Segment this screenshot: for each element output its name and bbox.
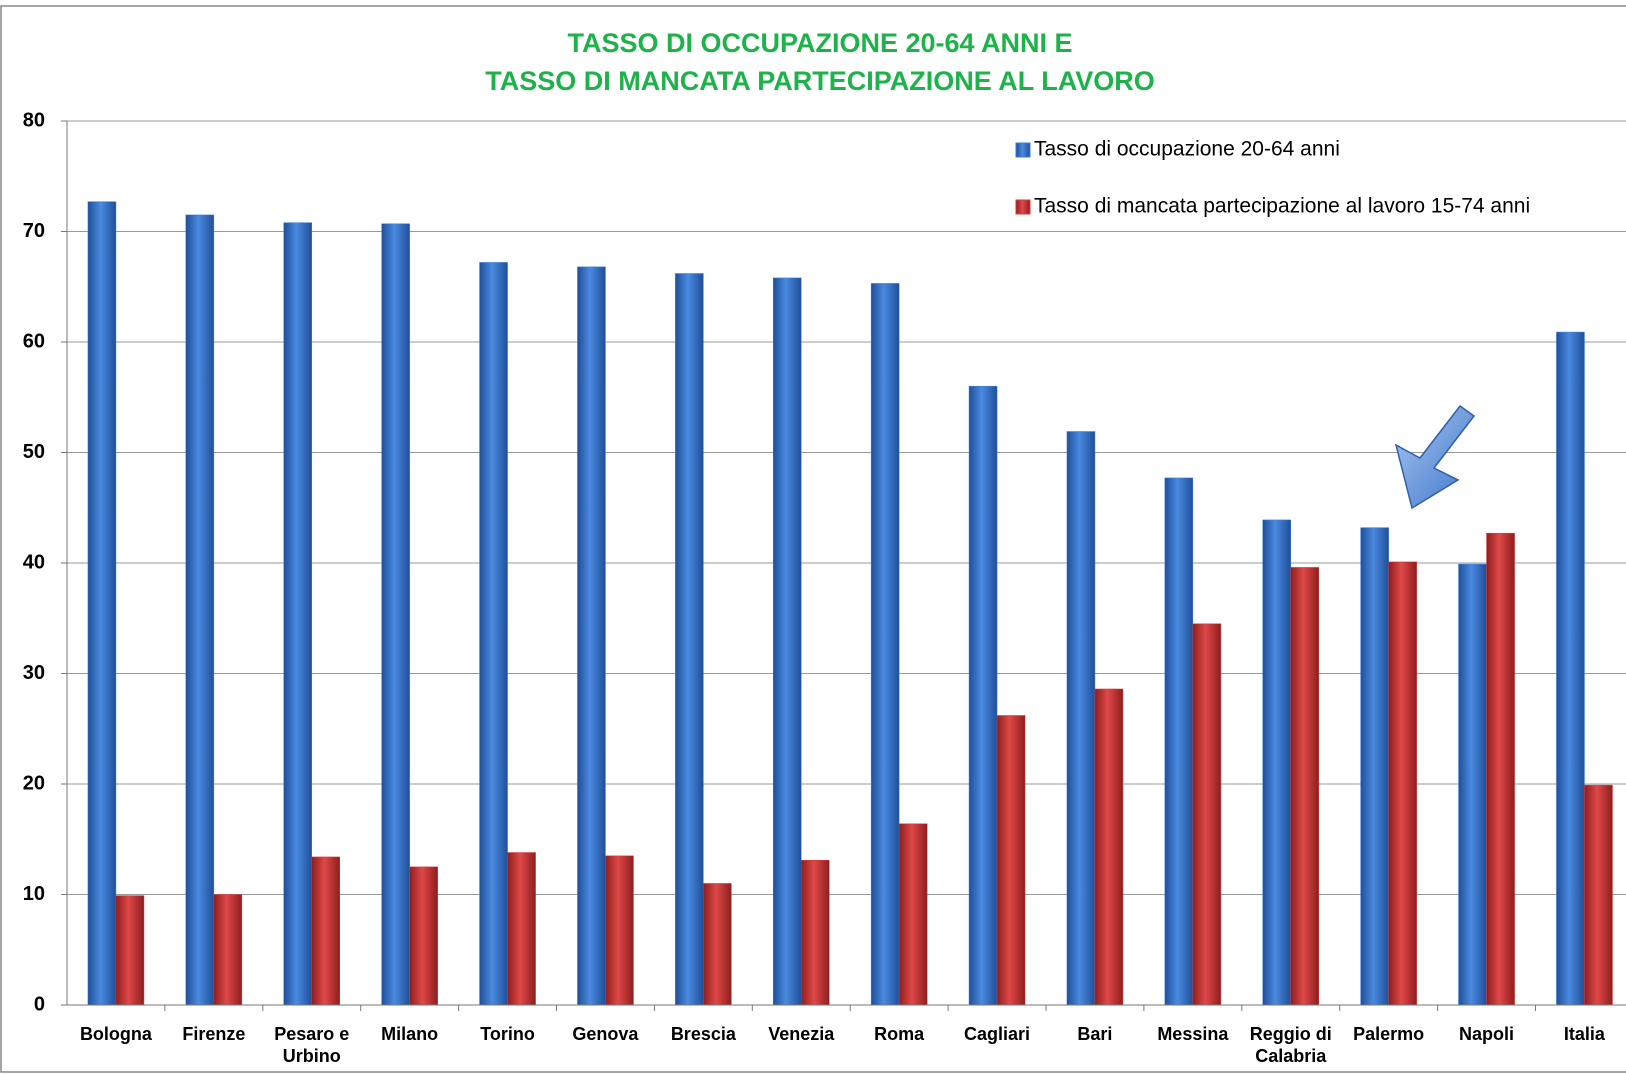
bar — [381, 223, 410, 1006]
bar — [409, 866, 438, 1006]
bar — [870, 283, 900, 1006]
bar — [996, 715, 1026, 1006]
x-tick-label: Italia — [1563, 1024, 1605, 1044]
y-tick-label: 80 — [23, 109, 45, 131]
x-tick-label: Genova — [572, 1024, 639, 1044]
legend-swatch — [1015, 199, 1031, 215]
legend-label: Tasso di mancata partecipazione al lavor… — [1034, 195, 1530, 218]
x-tick-label: Torino — [480, 1024, 535, 1044]
bar — [1262, 519, 1291, 1006]
arrow — [1394, 404, 1476, 510]
bar — [1556, 331, 1585, 1006]
x-tick-label: Napoli — [1459, 1024, 1515, 1044]
y-tick-label: 40 — [23, 551, 45, 573]
x-tick-label: Cagliari — [964, 1024, 1031, 1044]
bar — [1388, 561, 1417, 1006]
x-tick-label: Roma — [874, 1024, 925, 1044]
bar — [968, 385, 998, 1006]
x-tick-label: Bologna — [79, 1024, 152, 1044]
y-tick-label: 50 — [23, 441, 45, 463]
bar — [1164, 477, 1194, 1006]
bar — [703, 883, 732, 1006]
bar — [311, 856, 340, 1006]
bar — [87, 201, 117, 1006]
bar — [773, 277, 802, 1006]
x-tick-label: Reggio di Calabria — [1249, 1024, 1332, 1066]
legend-swatch — [1015, 142, 1031, 158]
bar — [1486, 532, 1515, 1006]
bar — [1192, 623, 1222, 1006]
legend-label: Tasso di occupazione 20-64 anni — [1034, 138, 1340, 161]
bar — [1584, 784, 1613, 1006]
bar — [185, 214, 215, 1006]
bar — [479, 262, 508, 1006]
x-tick-label: Brescia — [670, 1024, 736, 1044]
bar — [213, 894, 243, 1006]
y-tick-label: 70 — [23, 220, 45, 242]
bar — [507, 852, 536, 1006]
chart-title: TASSO DI MANCATA PARTECIPAZIONE AL LAVOR… — [485, 66, 1155, 96]
bar — [1458, 563, 1487, 1006]
bar — [577, 266, 606, 1006]
bar — [283, 222, 312, 1006]
bar — [605, 855, 634, 1006]
bar — [801, 859, 830, 1006]
y-tick-label: 0 — [34, 993, 45, 1015]
y-tick-label: 10 — [23, 883, 45, 905]
x-tick-label: Pesaro e Urbino — [274, 1024, 350, 1066]
y-tick-label: 30 — [23, 662, 45, 684]
y-tick-label: 60 — [23, 330, 45, 352]
x-tick-label: Messina — [1157, 1024, 1229, 1044]
bar — [1290, 567, 1319, 1006]
bar — [1094, 688, 1124, 1006]
x-tick-label: Palermo — [1353, 1024, 1425, 1044]
bar — [1360, 527, 1389, 1006]
x-tick-label: Firenze — [182, 1024, 246, 1044]
x-tick-label: Venezia — [768, 1024, 835, 1044]
bar — [898, 823, 928, 1006]
bar — [1066, 431, 1096, 1006]
bar — [675, 273, 704, 1006]
chart-title: TASSO DI OCCUPAZIONE 20-64 ANNI E — [567, 28, 1072, 58]
x-tick-label: Milano — [381, 1024, 439, 1044]
frame — [0, 5, 1626, 1073]
bar — [115, 895, 145, 1006]
y-tick-label: 20 — [23, 772, 45, 794]
x-tick-label: Bari — [1077, 1024, 1113, 1044]
